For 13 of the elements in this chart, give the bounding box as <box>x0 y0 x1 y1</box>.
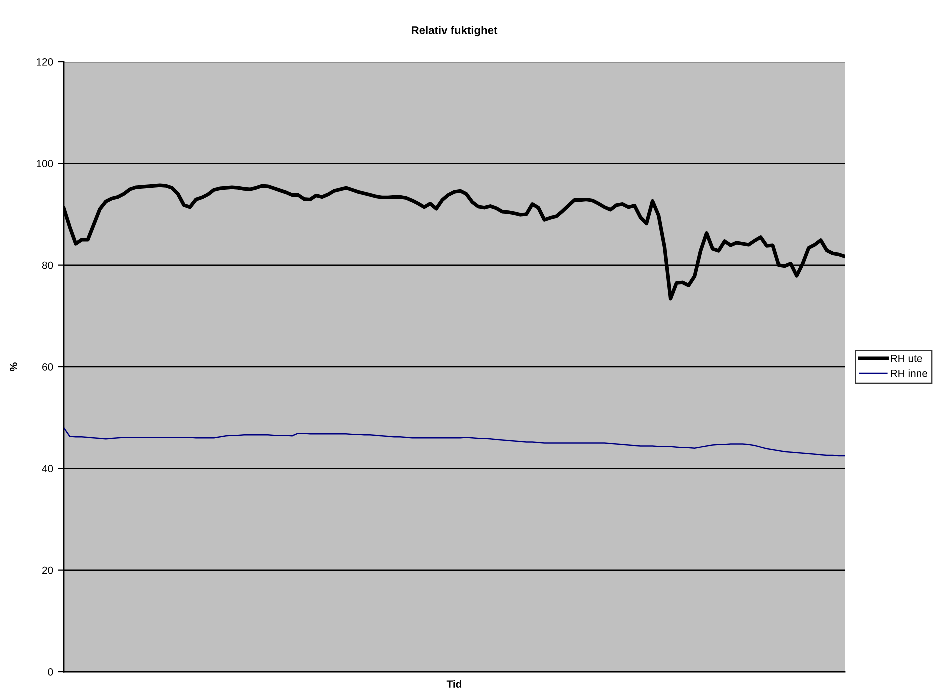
y-tick-label: 100 <box>37 160 54 168</box>
y-tick-label: 20 <box>42 566 54 574</box>
y-tick-label: 0 <box>48 668 54 676</box>
y-tick-label: 40 <box>42 465 54 473</box>
legend-label: RH ute <box>891 355 922 362</box>
y-tick-label: 80 <box>42 262 54 270</box>
y-tick-label: 120 <box>37 58 54 66</box>
y-tick-label: 60 <box>42 364 54 371</box>
y-axis-title: % <box>10 362 18 372</box>
legend-label: RH inne <box>891 370 928 378</box>
chart-title: Relativ fuktighet <box>412 26 498 37</box>
line-series <box>64 427 845 457</box>
x-axis-title: Tid <box>446 680 462 688</box>
